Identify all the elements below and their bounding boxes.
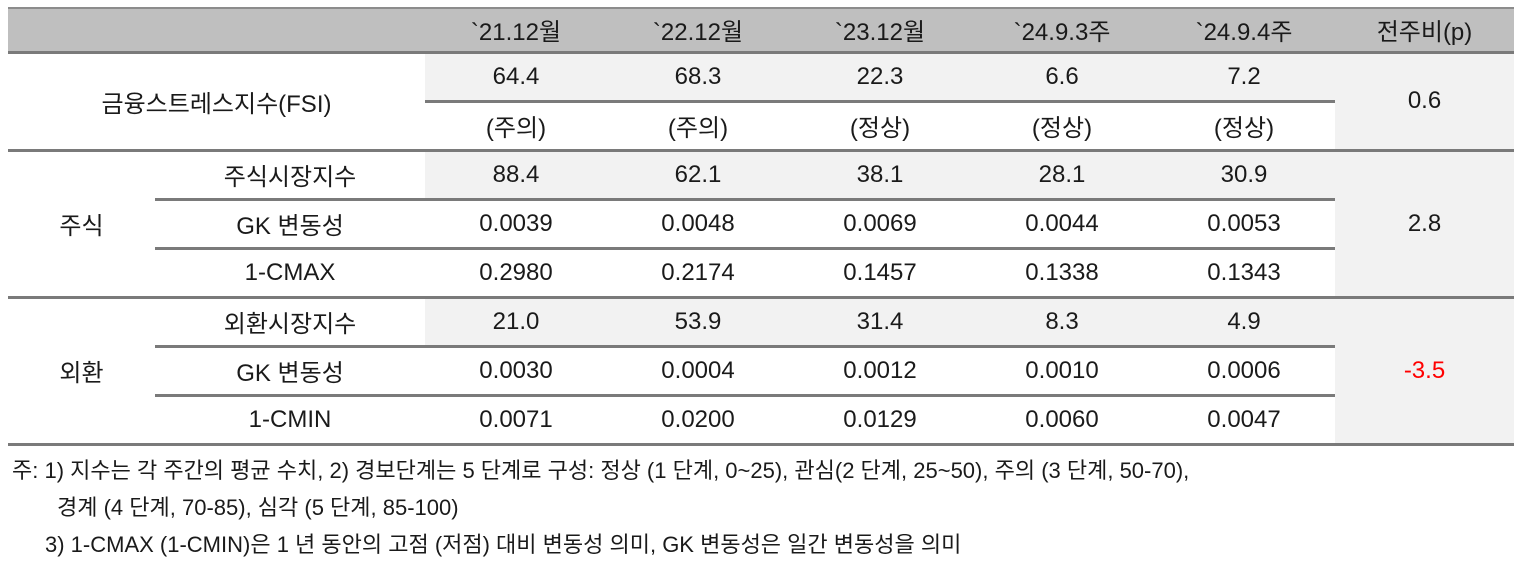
- fsi-grade-cell: (정상): [971, 99, 1153, 150]
- subrow-label-stock-cmax: 1-CMAX: [155, 246, 425, 297]
- stock-index-cell: 30.9: [1153, 148, 1335, 199]
- fx-gk-cell: 0.0030: [425, 344, 607, 395]
- header-row: `21.12월 `22.12월 `23.12월 `24.9.3주 `24.9.4…: [8, 8, 1514, 54]
- fsi-value-cell: 7.2: [1153, 52, 1335, 101]
- fx-wow-change-cell: -3.5: [1335, 295, 1514, 444]
- fx-cmin-cell: 0.0060: [971, 393, 1153, 444]
- header-blank-cell: [8, 8, 425, 54]
- fsi-grade-cell: (주의): [425, 99, 607, 150]
- fx-gk-cell: 0.0004: [607, 344, 789, 395]
- fx-gk-cell: 0.0006: [1153, 344, 1335, 395]
- fsi-value-cell: 68.3: [607, 52, 789, 101]
- fx-cmin-cell: 0.0200: [607, 393, 789, 444]
- stock-gk-cell: 0.0053: [1153, 197, 1335, 248]
- stock-cmax-cell: 0.2980: [425, 246, 607, 297]
- fsi-grades-row: (주의) (주의) (정상) (정상) (정상): [8, 99, 1514, 150]
- fsi-value-cell: 22.3: [789, 52, 971, 101]
- fsi-row-label: 금융스트레스지수(FSI): [8, 52, 425, 150]
- fx-cmin-cell: 0.0047: [1153, 393, 1335, 444]
- subrow-label-fx-gk: GK 변동성: [155, 344, 425, 395]
- fsi-value-cell: 64.4: [425, 52, 607, 101]
- stock-index-cell: 88.4: [425, 148, 607, 199]
- fsi-table: `21.12월 `22.12월 `23.12월 `24.9.3주 `24.9.4…: [8, 7, 1514, 446]
- subrow-label-stock-index: 주식시장지수: [155, 148, 425, 199]
- fx-gk-cell: 0.0012: [789, 344, 971, 395]
- fsi-grade-cell: (주의): [607, 99, 789, 150]
- fx-cmin-cell: 0.0071: [425, 393, 607, 444]
- column-header-2212: `22.12월: [607, 8, 789, 54]
- column-header-2493: `24.9.3주: [971, 8, 1153, 54]
- stock-index-row: 주식 주식시장지수 88.4 62.1 38.1 28.1 30.9 2.8: [8, 148, 1514, 297]
- column-header-2112: `21.12월: [425, 8, 607, 54]
- column-header-2312: `23.12월: [789, 8, 971, 54]
- subrow-label-fx-cmin: 1-CMIN: [155, 393, 425, 444]
- subrow-label-fx-index: 외환시장지수: [155, 295, 425, 346]
- stock-index-cell: 38.1: [789, 148, 971, 199]
- section-label-fx: 외환: [8, 295, 155, 444]
- footnote-line-3: 3) 1-CMAX (1-CMIN)은 1 년 동안의 고점 (저점) 대비 변…: [45, 531, 962, 557]
- fsi-wow-change-cell: 0.6: [1335, 52, 1514, 150]
- fx-index-cell: 31.4: [789, 295, 971, 346]
- fx-gk-row: GK 변동성 0.0030 0.0004 0.0012 0.0010 0.000…: [8, 344, 1514, 395]
- fsi-grade-cell: (정상): [1153, 99, 1335, 150]
- stock-cmax-cell: 0.2174: [607, 246, 789, 297]
- stock-cmax-cell: 0.1457: [789, 246, 971, 297]
- fsi-value-cell: 6.6: [971, 52, 1153, 101]
- stock-gk-cell: 0.0069: [789, 197, 971, 248]
- stock-gk-row: GK 변동성 0.0039 0.0048 0.0069 0.0044 0.005…: [8, 197, 1514, 248]
- column-header-wow: 전주비(p): [1335, 8, 1514, 54]
- footnote-line-2: 경계 (4 단계, 70-85), 심각 (5 단계, 85-100): [57, 494, 459, 520]
- fx-index-row: 외환 외환시장지수 21.0 53.9 31.4 8.3 4.9 -3.5: [8, 295, 1514, 444]
- stock-cmax-cell: 0.1338: [971, 246, 1153, 297]
- fx-index-cell: 53.9: [607, 295, 789, 346]
- stock-gk-cell: 0.0039: [425, 197, 607, 248]
- fx-index-cell: 8.3: [971, 295, 1153, 346]
- stock-gk-cell: 0.0048: [607, 197, 789, 248]
- stock-index-cell: 62.1: [607, 148, 789, 199]
- stock-cmax-row: 1-CMAX 0.2980 0.2174 0.1457 0.1338 0.134…: [8, 246, 1514, 297]
- footnote-line-1: 주: 1) 지수는 각 주간의 평균 수치, 2) 경보단계는 5 단계로 구성…: [12, 457, 1190, 483]
- fx-index-cell: 21.0: [425, 295, 607, 346]
- column-header-2494: `24.9.4주: [1153, 8, 1335, 54]
- fsi-values-row: 금융스트레스지수(FSI) 64.4 68.3 22.3 6.6 7.2 0.6: [8, 52, 1514, 150]
- fx-gk-cell: 0.0010: [971, 344, 1153, 395]
- footnotes: 주: 1) 지수는 각 주간의 평균 수치, 2) 경보단계는 5 단계로 구성…: [8, 452, 1527, 563]
- subrow-label-stock-gk: GK 변동성: [155, 197, 425, 248]
- fx-index-cell: 4.9: [1153, 295, 1335, 346]
- fx-cmin-cell: 0.0129: [789, 393, 971, 444]
- stock-gk-cell: 0.0044: [971, 197, 1153, 248]
- fx-cmin-row: 1-CMIN 0.0071 0.0200 0.0129 0.0060 0.004…: [8, 393, 1514, 444]
- fsi-grade-cell: (정상): [789, 99, 971, 150]
- stock-cmax-cell: 0.1343: [1153, 246, 1335, 297]
- section-label-stock: 주식: [8, 148, 155, 297]
- stock-index-cell: 28.1: [971, 148, 1153, 199]
- stock-wow-change-cell: 2.8: [1335, 148, 1514, 297]
